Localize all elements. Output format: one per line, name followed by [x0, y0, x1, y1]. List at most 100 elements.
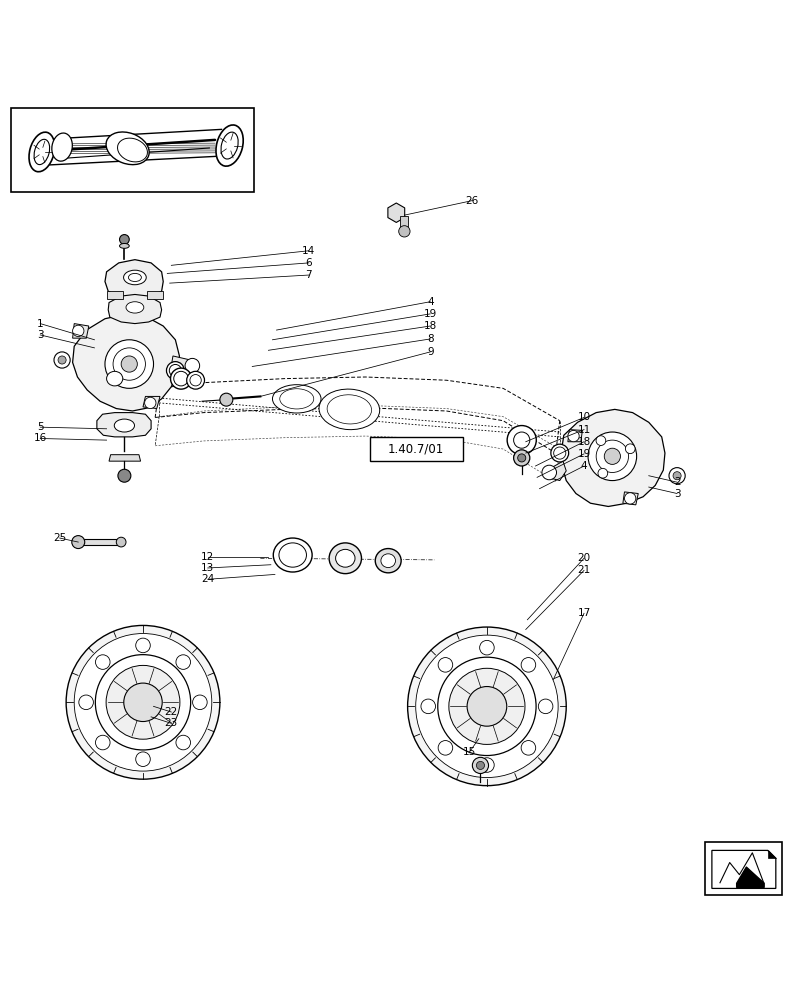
Circle shape	[624, 493, 635, 504]
Circle shape	[437, 657, 535, 756]
Ellipse shape	[375, 549, 401, 573]
Text: 4: 4	[427, 297, 433, 307]
Text: 24: 24	[201, 574, 214, 584]
Polygon shape	[147, 291, 163, 299]
Text: 4: 4	[580, 461, 586, 471]
Text: 6: 6	[305, 258, 311, 268]
Circle shape	[521, 658, 535, 672]
Circle shape	[79, 695, 93, 710]
Ellipse shape	[126, 302, 144, 313]
Text: 3: 3	[673, 489, 680, 499]
Circle shape	[521, 741, 535, 755]
Polygon shape	[97, 413, 151, 437]
Circle shape	[507, 426, 535, 455]
Text: 18: 18	[577, 437, 590, 447]
Ellipse shape	[319, 389, 380, 430]
Ellipse shape	[187, 371, 204, 389]
Polygon shape	[105, 260, 163, 298]
Polygon shape	[171, 356, 194, 371]
Circle shape	[135, 752, 150, 766]
Ellipse shape	[52, 133, 72, 161]
Ellipse shape	[29, 132, 54, 172]
Polygon shape	[711, 850, 775, 888]
Bar	[705, 842, 781, 895]
Text: 5: 5	[36, 422, 44, 432]
Polygon shape	[388, 203, 404, 222]
Circle shape	[121, 356, 137, 372]
Ellipse shape	[327, 395, 371, 424]
Polygon shape	[78, 539, 121, 545]
Text: 3: 3	[36, 330, 44, 340]
Bar	[400, 216, 408, 229]
Ellipse shape	[170, 368, 191, 389]
Circle shape	[106, 665, 180, 739]
Ellipse shape	[34, 139, 49, 165]
Circle shape	[116, 537, 126, 547]
Ellipse shape	[118, 138, 148, 162]
Circle shape	[479, 640, 494, 655]
Circle shape	[415, 635, 557, 778]
Text: 22: 22	[165, 707, 178, 717]
Ellipse shape	[279, 543, 306, 567]
Polygon shape	[547, 461, 565, 481]
Polygon shape	[766, 850, 775, 858]
Polygon shape	[560, 409, 664, 506]
Ellipse shape	[380, 554, 395, 568]
Text: 7: 7	[305, 270, 311, 280]
Circle shape	[595, 436, 605, 445]
Circle shape	[538, 699, 552, 714]
Text: 10: 10	[577, 412, 590, 422]
Text: 23: 23	[165, 718, 178, 728]
Circle shape	[587, 432, 636, 481]
Text: 11: 11	[577, 425, 590, 435]
Ellipse shape	[106, 132, 149, 165]
Polygon shape	[109, 455, 140, 461]
Ellipse shape	[328, 543, 361, 574]
Text: 15: 15	[462, 747, 475, 757]
Circle shape	[54, 352, 70, 368]
Text: 12: 12	[201, 552, 214, 562]
Ellipse shape	[280, 389, 313, 409]
Circle shape	[479, 758, 494, 772]
Circle shape	[517, 454, 525, 462]
Text: 18: 18	[423, 321, 436, 331]
Circle shape	[113, 348, 145, 380]
Polygon shape	[72, 324, 88, 338]
Circle shape	[595, 440, 628, 472]
Circle shape	[58, 356, 66, 364]
Ellipse shape	[119, 243, 129, 248]
Circle shape	[119, 235, 129, 244]
Circle shape	[466, 687, 506, 726]
Circle shape	[438, 741, 453, 755]
Ellipse shape	[553, 447, 565, 459]
Ellipse shape	[550, 444, 568, 462]
Circle shape	[420, 699, 435, 714]
Circle shape	[668, 468, 684, 484]
Polygon shape	[108, 294, 161, 324]
Circle shape	[118, 469, 131, 482]
Polygon shape	[106, 291, 122, 299]
Ellipse shape	[123, 270, 146, 285]
Circle shape	[123, 683, 162, 722]
Circle shape	[398, 226, 410, 237]
Text: 1.40.7/01: 1.40.7/01	[388, 443, 444, 456]
Circle shape	[96, 655, 110, 669]
Ellipse shape	[216, 125, 243, 166]
Circle shape	[95, 655, 191, 750]
Ellipse shape	[273, 538, 311, 572]
Text: 17: 17	[577, 608, 590, 618]
Polygon shape	[143, 396, 160, 409]
Circle shape	[513, 450, 529, 466]
Ellipse shape	[166, 362, 184, 379]
Circle shape	[541, 465, 556, 480]
Circle shape	[597, 468, 607, 478]
Text: 14: 14	[302, 246, 315, 256]
Text: 13: 13	[201, 563, 214, 573]
Bar	[11, 108, 254, 192]
Text: 20: 20	[577, 553, 590, 563]
Text: 21: 21	[577, 565, 590, 575]
Ellipse shape	[169, 364, 181, 377]
Text: 9: 9	[427, 347, 433, 357]
Circle shape	[135, 638, 150, 653]
Ellipse shape	[272, 385, 320, 413]
